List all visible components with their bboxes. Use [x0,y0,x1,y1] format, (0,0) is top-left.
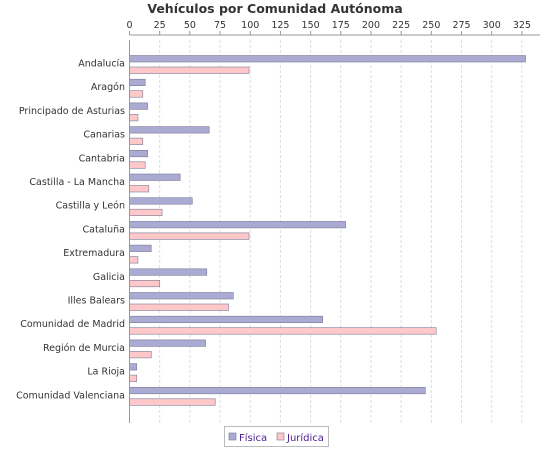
category-label: La Rioja [87,367,125,378]
bar-fisica [129,315,323,324]
bar-fisica [129,78,146,86]
x-tick-label: 50 [184,20,196,31]
legend-label: Física [239,432,267,444]
legend-swatch [276,432,285,441]
bar-juridica [129,90,144,98]
bar-juridica [129,208,163,216]
category-label: Comunidad de Madrid [20,319,125,330]
bar-fisica [129,363,138,371]
bar-juridica [129,374,138,382]
bar-juridica [129,185,150,193]
category-label: Castilla - La Mancha [29,177,125,188]
bar-juridica [129,137,144,145]
category-label: Galicia [93,272,125,283]
x-tick-label: 325 [513,20,531,31]
x-tick-label: 275 [452,20,470,31]
grid-lines [159,40,523,423]
legend-label: Jurídica [286,432,324,444]
bar-juridica [129,161,146,169]
category-label: Cataluña [82,224,125,235]
bar-fisica [129,292,234,300]
x-tick-label: 125 [271,20,289,31]
bar-fisica [129,150,148,158]
bar-fisica [129,339,206,347]
x-tick-label: 25 [154,20,166,31]
bar-juridica [129,398,216,406]
category-label: Comunidad Valenciana [16,390,125,401]
bar-fisica [129,244,152,252]
category-label: Principado de Asturias [19,106,125,117]
category-label: Illes Balears [68,296,125,307]
bars [129,55,526,406]
x-tick-label: 200 [362,20,380,31]
legend-box [224,426,329,447]
bar-juridica [129,351,152,359]
x-axis-ticks: 0 25 50 75 100 125 150 175 200 225 250 275 300 325 [126,20,540,36]
category-label: Extremadura [63,248,125,259]
category-label: Cantabria [79,153,125,164]
category-label: Castilla y León [56,201,125,212]
bar-juridica [129,114,139,122]
bar-juridica [129,303,229,311]
bar-juridica [129,279,160,288]
bar-juridica [129,66,250,74]
x-tick-label: 250 [422,20,440,31]
bar-juridica [129,256,139,264]
bar-fisica [129,126,210,134]
bar-fisica [129,268,208,276]
x-tick-label: 300 [483,20,501,31]
x-tick-label: 0 [126,20,132,31]
x-tick-label: 75 [214,20,226,31]
bar-fisica [129,221,346,229]
bar-juridica [129,327,437,335]
chart-title: Vehículos por Comunidad Autónoma [147,1,402,16]
x-tick-label: 175 [332,20,350,31]
category-label: Aragón [91,82,125,93]
x-tick-label: 100 [241,20,259,31]
bar-fisica [129,197,193,205]
category-label: Región de Murcia [43,343,125,354]
legend: Física Jurídica [224,426,329,447]
bar-fisica [129,386,426,395]
x-tick-label: 150 [302,20,320,31]
category-label: Andalucía [78,59,125,70]
bar-juridica [129,232,250,240]
category-labels: Andalucía Aragón Principado de Asturias Can… [16,59,125,402]
bar-fisica [129,102,148,110]
bar-fisica [129,55,526,63]
category-label: Canarias [83,130,125,141]
bar-fisica [129,173,181,181]
legend-swatch [228,432,237,441]
x-tick-label: 225 [392,20,410,31]
